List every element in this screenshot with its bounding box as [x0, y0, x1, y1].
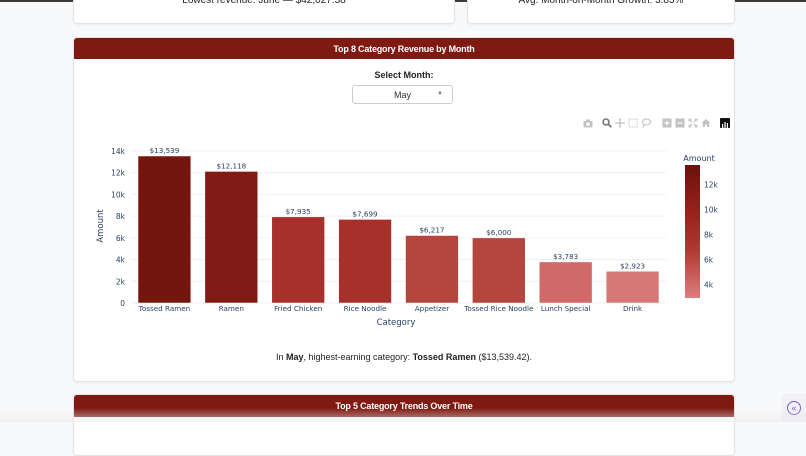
- bar-rice-noodle[interactable]: [338, 219, 392, 304]
- svg-text:2k: 2k: [116, 277, 126, 286]
- y-axis-title: Amount: [96, 209, 106, 243]
- x-axis-title: Category: [377, 318, 416, 328]
- chevron-down-icon: ▼: [437, 91, 443, 97]
- svg-text:8k: 8k: [704, 230, 714, 239]
- svg-text:12k: 12k: [111, 169, 126, 178]
- pan-icon[interactable]: [615, 118, 625, 128]
- bar-data-labels: $13,539 $12,118 $7,935 $7,699 $6,217 $6,000 $3…: [150, 146, 646, 270]
- double-chevron-left-icon: «: [787, 401, 801, 415]
- zoom-out-icon[interactable]: [675, 118, 685, 128]
- select-month-label: Select Month:: [374, 70, 434, 80]
- svg-text:$6,217: $6,217: [419, 226, 444, 235]
- bar-lunch-special[interactable]: [539, 261, 593, 304]
- chart-modebar: [583, 118, 730, 128]
- svg-text:Drink: Drink: [623, 304, 643, 313]
- category-revenue-card: Top 8 Category Revenue by Month Select M…: [73, 37, 735, 382]
- stat-card-avg-growth: Avg. Month-on-Month Growth: 3.83%: [467, 0, 735, 24]
- svg-text:$7,699: $7,699: [352, 209, 378, 218]
- svg-text:6k: 6k: [116, 234, 126, 243]
- svg-text:4k: 4k: [704, 281, 714, 290]
- card-header-title: Top 5 Category Trends Over Time: [74, 395, 734, 417]
- summary-category: Tossed Ramen: [412, 352, 476, 362]
- svg-text:10k: 10k: [704, 205, 719, 214]
- svg-text:4k: 4k: [116, 256, 126, 265]
- x-axis: Tossed Ramen Ramen Fried Chicken Rice Noodl…: [138, 304, 643, 313]
- bar-tossed-rice-noodle[interactable]: [472, 237, 526, 304]
- colorbar: [685, 165, 700, 298]
- bar-tossed-ramen[interactable]: [137, 155, 192, 304]
- bar-fried-chicken[interactable]: [271, 216, 325, 304]
- stat-card-lowest-revenue: Lowest revenue: June — $42,027.38: [73, 0, 455, 24]
- lowest-revenue-text: Lowest revenue: June — $42,027.38: [182, 0, 346, 6]
- svg-text:$13,539: $13,539: [150, 146, 180, 155]
- svg-text:12k: 12k: [704, 180, 719, 189]
- svg-text:$6,000: $6,000: [486, 228, 512, 237]
- svg-text:Ramen: Ramen: [219, 304, 244, 313]
- month-dropdown-value: May: [393, 89, 411, 100]
- avg-growth-text: Avg. Month-on-Month Growth: 3.83%: [518, 0, 684, 6]
- svg-text:$2,923: $2,923: [620, 261, 645, 270]
- month-dropdown[interactable]: May ▼: [352, 85, 453, 104]
- svg-text:Appetizer: Appetizer: [415, 304, 449, 313]
- svg-text:Lunch Special: Lunch Special: [541, 304, 591, 313]
- y-axis: 0 2k 4k 6k 8k 10k 12k 14k: [111, 147, 126, 308]
- bar-ramen[interactable]: [204, 171, 258, 304]
- svg-text:Fried Chicken: Fried Chicken: [274, 304, 322, 313]
- svg-text:14k: 14k: [111, 147, 126, 156]
- svg-text:Tossed Rice Noodle: Tossed Rice Noodle: [463, 304, 534, 313]
- svg-text:$7,935: $7,935: [286, 207, 311, 216]
- summary-text: In May, highest-earning category: Tossed…: [275, 352, 532, 362]
- colorbar-ticks: 4k 6k 8k 10k 12k: [704, 180, 719, 289]
- camera-icon[interactable]: [583, 118, 593, 128]
- chart-bars[interactable]: [137, 155, 660, 304]
- bar-appetizer[interactable]: [405, 235, 459, 304]
- bar-drink[interactable]: [605, 271, 660, 304]
- svg-text:Rice Noodle: Rice Noodle: [344, 304, 387, 313]
- svg-text:10k: 10k: [111, 190, 126, 199]
- collapse-sidebar-button[interactable]: «: [782, 394, 806, 422]
- svg-text:8k: 8k: [116, 212, 126, 221]
- home-icon[interactable]: [701, 118, 711, 128]
- colorbar-title: Amount: [683, 154, 714, 163]
- plotly-logo-icon[interactable]: [720, 118, 730, 128]
- svg-text:Tossed Ramen: Tossed Ramen: [138, 304, 191, 313]
- zoom-in-icon[interactable]: [662, 118, 672, 128]
- summary-month: May: [286, 352, 304, 362]
- svg-text:$12,118: $12,118: [216, 161, 246, 170]
- svg-text:0: 0: [120, 299, 125, 308]
- svg-text:$3,783: $3,783: [553, 252, 578, 261]
- box-select-icon[interactable]: [628, 118, 638, 128]
- category-trends-card: Top 5 Category Trends Over Time: [73, 394, 735, 456]
- card-header-title: Top 8 Category Revenue by Month: [74, 38, 734, 59]
- zoom-icon[interactable]: [602, 118, 612, 128]
- autoscale-icon[interactable]: [688, 118, 698, 128]
- svg-text:6k: 6k: [704, 255, 714, 264]
- lasso-icon[interactable]: [641, 118, 651, 128]
